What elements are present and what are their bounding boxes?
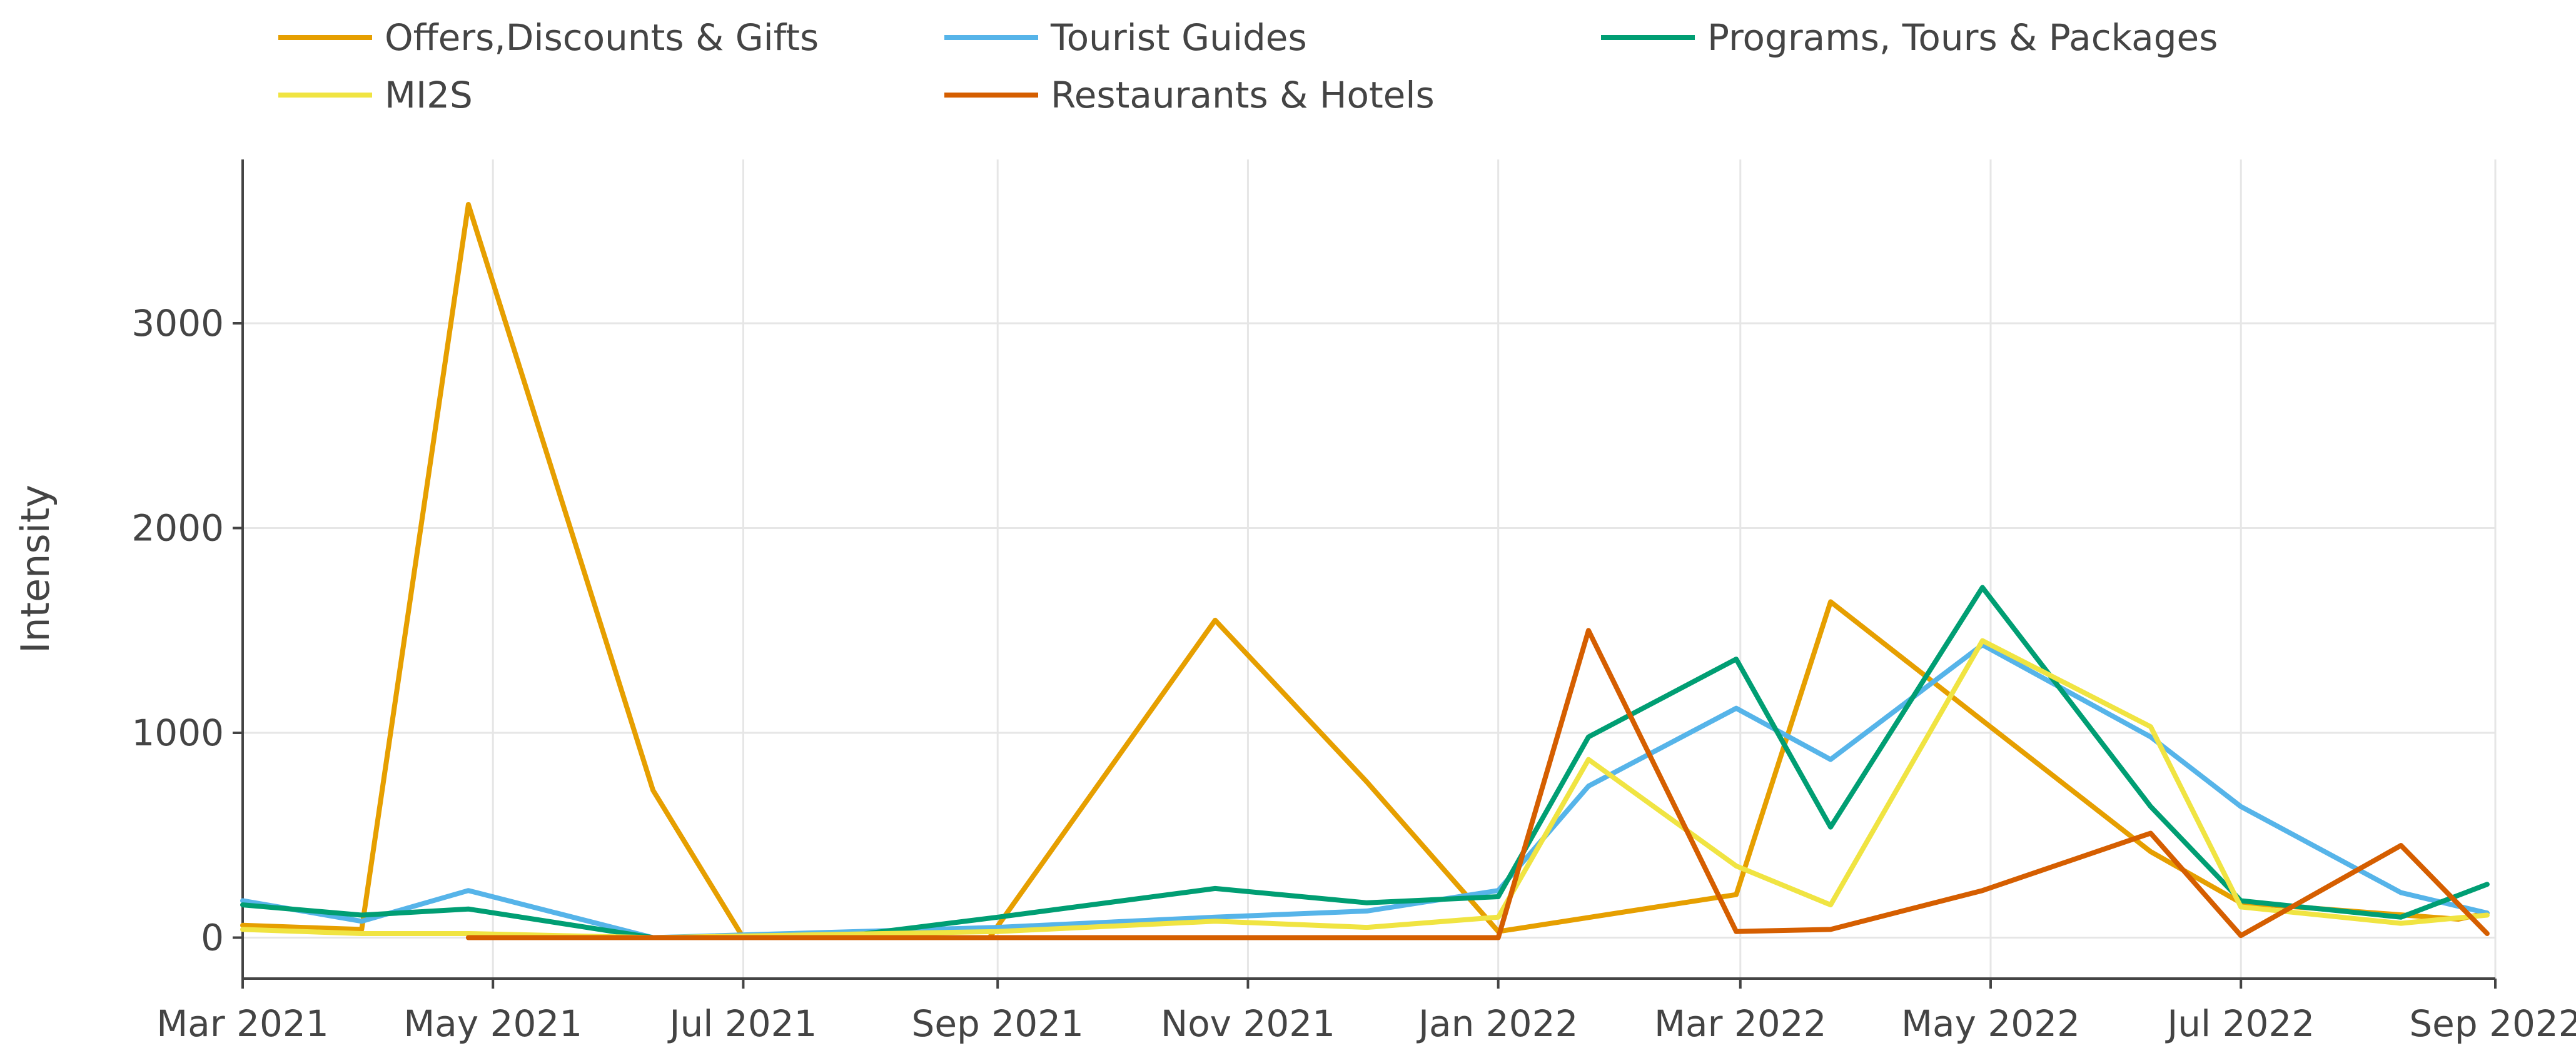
y-tick-label: 3000 <box>131 302 224 345</box>
legend-item-offers-discounts-gifts[interactable]: Offers,Discounts & Gifts <box>278 16 819 59</box>
series-line-tourist-guides <box>240 642 2490 940</box>
y-axis-ticks: 0 1000 2000 3000 <box>131 302 243 959</box>
y-axis-title: Intensity <box>13 485 58 653</box>
x-tick-label: May 2021 <box>403 1002 582 1045</box>
series-line-restaurants-hotels <box>465 628 2490 940</box>
y-tick-label: 0 <box>201 917 224 959</box>
x-tick-label: Nov 2021 <box>1161 1002 1335 1045</box>
legend-label: Offers,Discounts & Gifts <box>385 16 819 59</box>
x-tick-label: Jan 2022 <box>1417 1002 1578 1045</box>
x-tick-label: Mar 2021 <box>156 1002 328 1045</box>
legend-label: MI2S <box>385 74 473 116</box>
legend-item-tourist-guides[interactable]: Tourist Guides <box>944 16 1307 59</box>
legend-label: Tourist Guides <box>1050 16 1307 59</box>
x-tick-label: Sep 2021 <box>912 1002 1084 1045</box>
legend-label: Programs, Tours & Packages <box>1707 16 2218 59</box>
x-tick-label: Jul 2021 <box>667 1002 817 1045</box>
x-tick-label: Sep 2022 <box>2409 1002 2576 1045</box>
y-tick-label: 2000 <box>131 507 224 550</box>
legend: Offers,Discounts & Gifts Tourist Guides Pr… <box>278 16 2218 116</box>
x-axis-ticks: Mar 2021 May 2021 Jul 2021 Sep 2021 Nov 2021… <box>156 979 2576 1045</box>
y-tick-label: 1000 <box>131 712 224 754</box>
legend-label: Restaurants & Hotels <box>1051 74 1435 116</box>
gridlines <box>241 159 2497 979</box>
x-tick-label: Mar 2022 <box>1654 1002 1826 1045</box>
legend-item-mi2s[interactable]: MI2S <box>278 74 473 116</box>
series-line-mi2s <box>240 638 2490 940</box>
series-line-offers-discounts-gifts <box>240 202 2490 940</box>
x-tick-label: May 2022 <box>1901 1002 2080 1045</box>
legend-item-programs-tours-packages[interactable]: Programs, Tours & Packages <box>1601 16 2218 59</box>
x-tick-label: Jul 2022 <box>2165 1002 2315 1045</box>
axes <box>241 159 2495 980</box>
series-line-programs-tours-packages <box>240 585 2490 940</box>
series-lines <box>240 202 2490 940</box>
legend-item-restaurants-hotels[interactable]: Restaurants & Hotels <box>944 74 1435 116</box>
